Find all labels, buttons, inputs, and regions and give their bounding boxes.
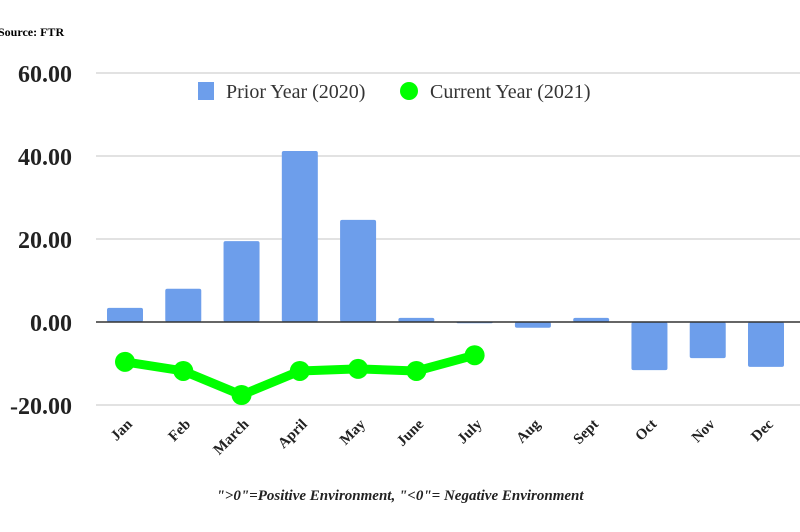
bar-may [340, 219, 377, 322]
x-tick-label: March [211, 416, 253, 458]
bar-aug [514, 322, 551, 328]
legend-swatch-prior-year [198, 82, 214, 100]
x-tick-label: Sept [571, 417, 602, 448]
legend-label-current-year: Current Year (2021) [430, 81, 591, 103]
source-label: Source: FTR [0, 25, 65, 39]
x-tick-label: Dec [748, 416, 777, 445]
x-tick-label: April [275, 417, 310, 452]
point-feb [173, 360, 194, 381]
point-jan [115, 351, 135, 372]
bar-march [223, 241, 260, 322]
point-april [289, 360, 310, 381]
bar-oct [631, 322, 668, 371]
x-tick-label: Aug [514, 416, 545, 447]
x-tick-label: May [337, 416, 369, 448]
y-tick-label: 40.00 [18, 145, 72, 171]
bar-feb [165, 288, 202, 322]
bar-sept [573, 317, 610, 322]
bar-dec [748, 322, 784, 367]
bar-jan [107, 307, 143, 322]
y-tick-label: 60.00 [18, 62, 72, 88]
x-tick-label: Nov [689, 416, 719, 446]
footnote: ">0"=Positive Environment, "<0"= Negativ… [216, 488, 584, 504]
bar-june [398, 317, 435, 322]
y-tick-label: 20.00 [18, 228, 72, 254]
x-tick-label: July [455, 416, 486, 447]
point-june [406, 360, 427, 381]
y-tick-label: 0.00 [30, 311, 72, 337]
bar-nov [689, 322, 726, 359]
x-tick-label: June [394, 416, 427, 449]
point-march [231, 385, 252, 406]
y-tick-label: -20.00 [10, 394, 72, 420]
x-tick-label: Oct [632, 417, 660, 445]
point-july [464, 345, 485, 366]
x-tick-label: Feb [166, 417, 194, 445]
bar-april [281, 151, 318, 322]
legend-swatch-current-year [400, 82, 418, 100]
point-may [348, 358, 369, 379]
x-tick-label: Jan [108, 416, 136, 444]
legend-label-prior-year: Prior Year (2020) [226, 81, 365, 103]
